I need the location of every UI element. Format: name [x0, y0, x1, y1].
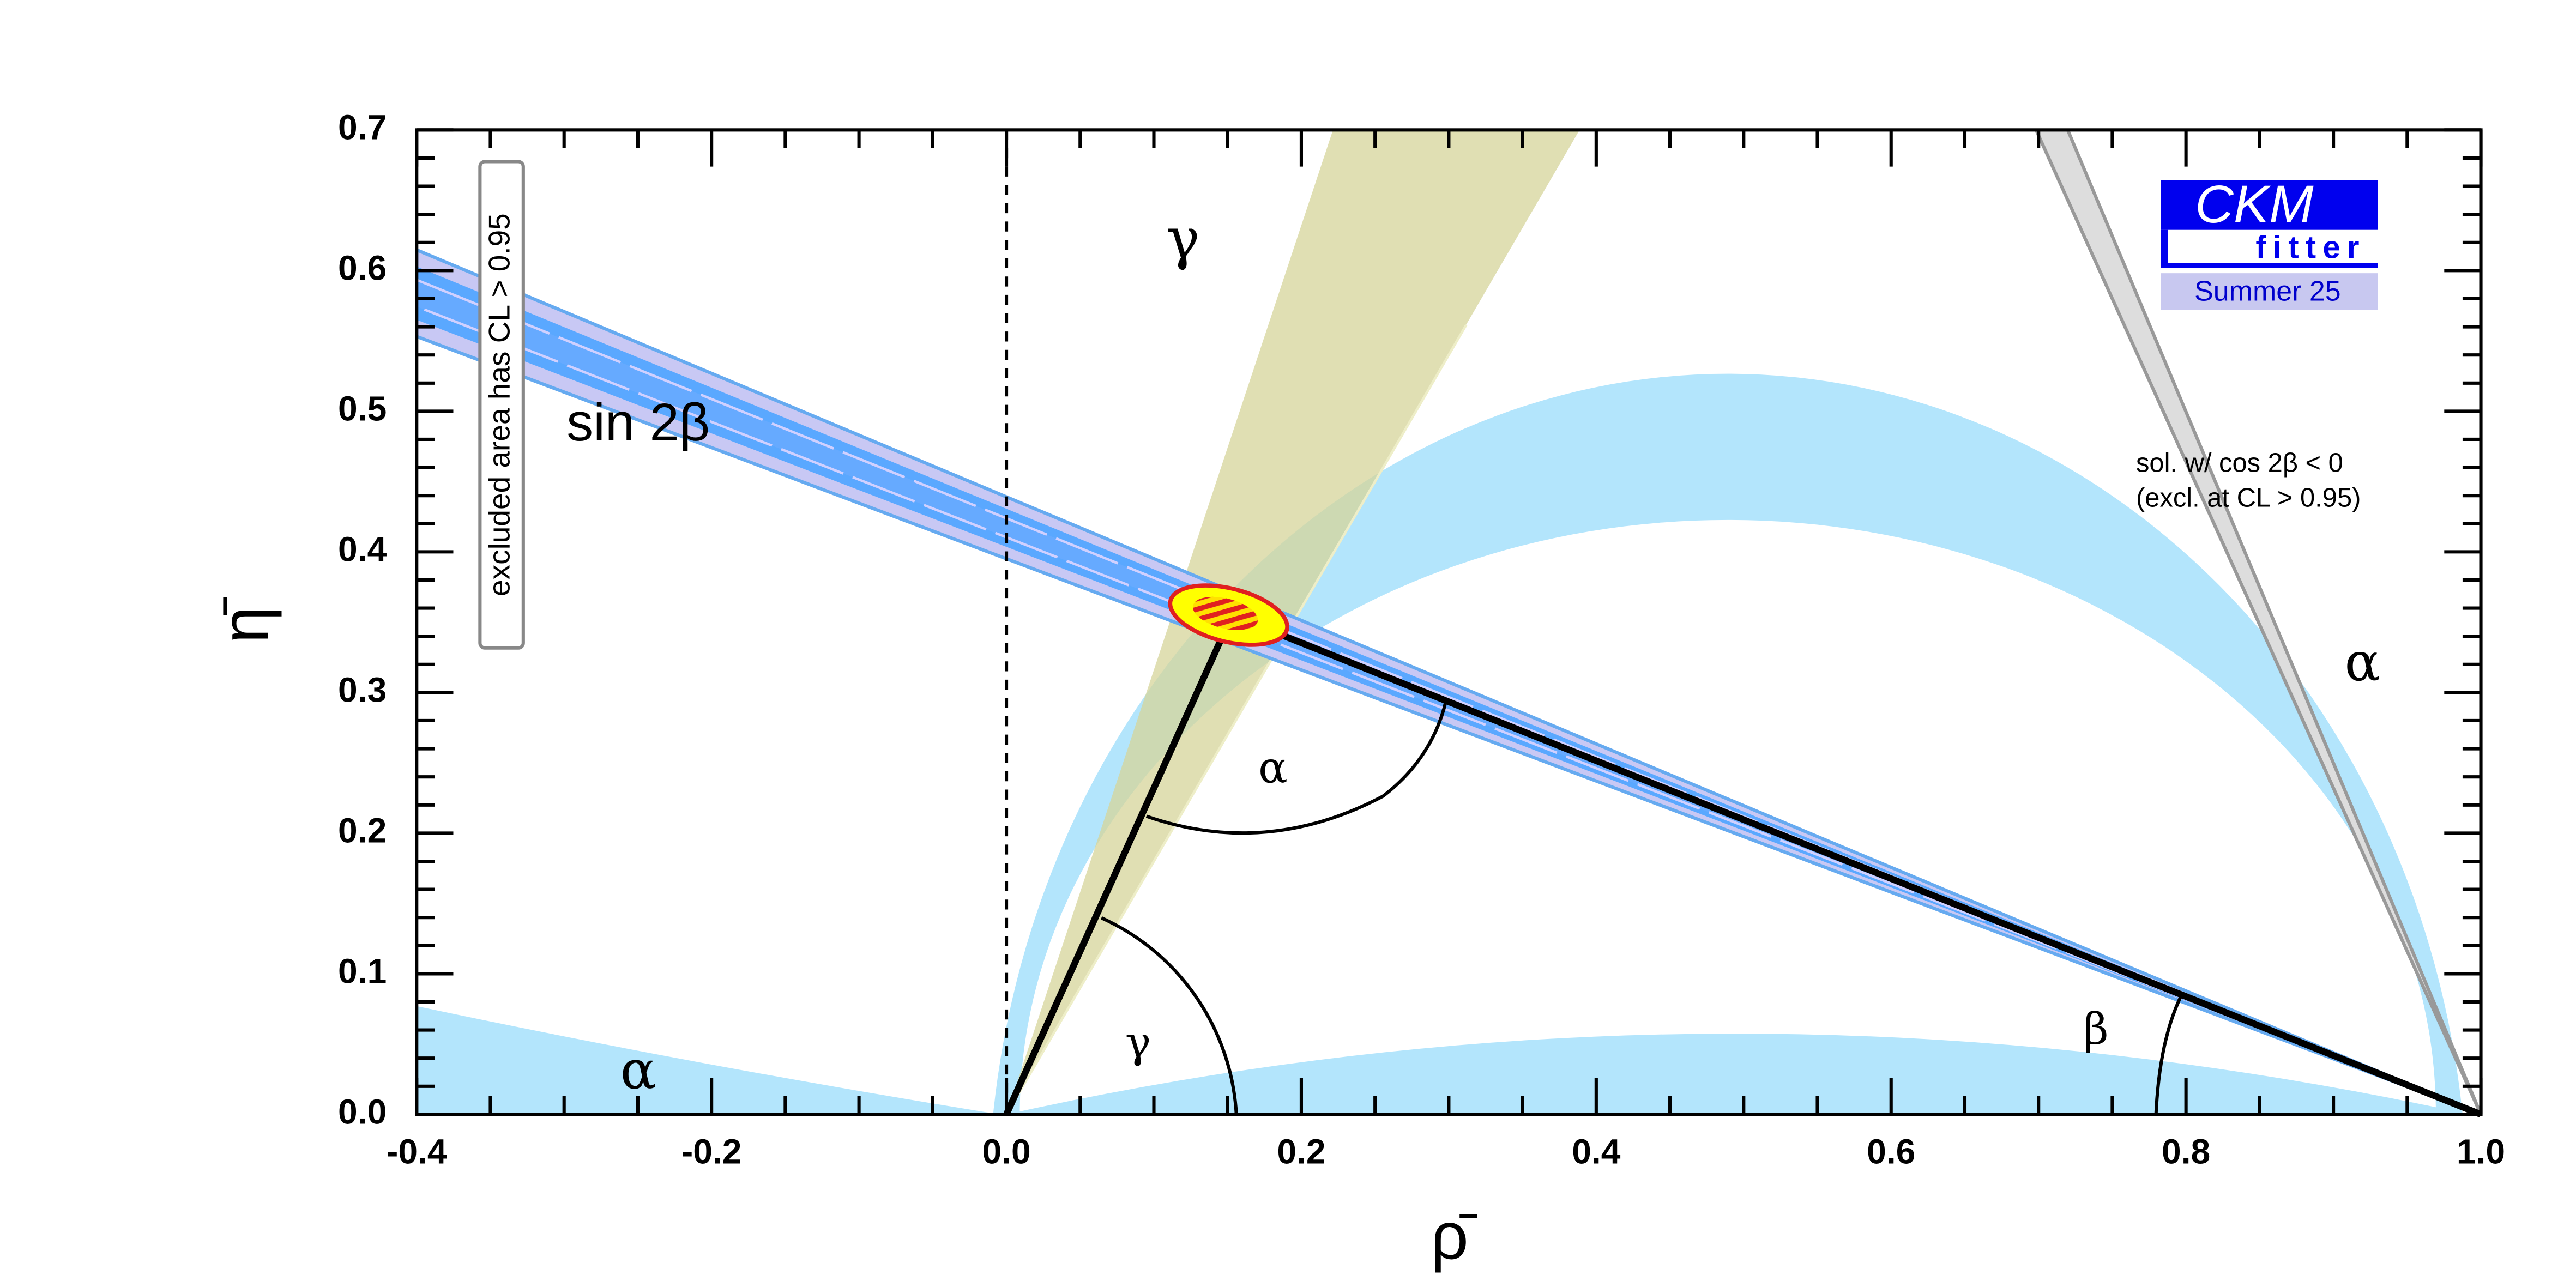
x-tick-label: -0.2 [681, 1132, 742, 1171]
beta-angle-label: β [2084, 1004, 2109, 1054]
logo-edition-box [2161, 273, 2378, 310]
x-tick-label: -0.4 [387, 1132, 447, 1171]
gamma-label: γ [1166, 206, 1200, 271]
gamma-arc [1100, 916, 1238, 1115]
x-tick-label: 0.6 [1867, 1132, 1915, 1171]
sin2beta-outer [417, 248, 2481, 1115]
marks [1003, 583, 2482, 1118]
logo-name: CKM [2195, 174, 2314, 234]
cos2beta-region [2034, 130, 2481, 1115]
y-axis-label: η̄ [207, 597, 282, 643]
x-tick-label: 0.0 [982, 1132, 1030, 1171]
y-tick-label: 0.3 [338, 670, 387, 709]
y-tick-label: 0.2 [338, 811, 387, 850]
logo-strip [2161, 229, 2168, 263]
excluded-label: excluded area has CL > 0.95 [482, 213, 516, 596]
alpha-label: α [2345, 631, 2381, 693]
logo-underline [2161, 263, 2378, 269]
x-axis-label: ρ̄ [1431, 1198, 1478, 1273]
alpha-left-region [417, 1006, 1000, 1115]
excluded-box [478, 160, 525, 650]
x-tick-label: 1.0 [2457, 1132, 2505, 1171]
alpha-arc [1145, 699, 1448, 835]
minor-ticks [417, 130, 2481, 1115]
alpha-bottom-region [1006, 1034, 2470, 1115]
y-tick-label: 0.0 [338, 1092, 387, 1131]
alpha-angle-label: α [1258, 742, 1288, 793]
apex-core [1192, 596, 1258, 630]
alpha-label: α [620, 1040, 656, 1102]
x-tick-label: 0.2 [1277, 1132, 1325, 1171]
logo-edition: Summer 25 [2194, 276, 2340, 307]
sin2beta-label: sin 2β [566, 392, 710, 452]
beta-arc [2154, 995, 2183, 1115]
annotation: (excl. at CL > 0.95) [2136, 484, 2361, 513]
y-tick-label: 0.6 [338, 248, 387, 287]
y-tick-label: 0.1 [338, 951, 387, 990]
x-tick-label: 0.8 [2162, 1132, 2210, 1171]
logo-sub: fitter [2255, 230, 2366, 265]
logo-box [2161, 180, 2378, 230]
annotation: sol. w/ cos 2β < 0 [2136, 449, 2343, 478]
x-tick-label: 0.4 [1572, 1132, 1621, 1171]
y-tick-label: 0.5 [338, 389, 387, 428]
y-tick-label: 0.4 [338, 529, 387, 569]
alpha-ring-region [993, 373, 2463, 1115]
y-tick-label: 0.7 [338, 107, 387, 147]
gamma-angle-label: γ [1125, 1017, 1151, 1068]
gamma-edge [1005, 324, 1468, 1115]
sin2beta-inner [417, 266, 2481, 1115]
